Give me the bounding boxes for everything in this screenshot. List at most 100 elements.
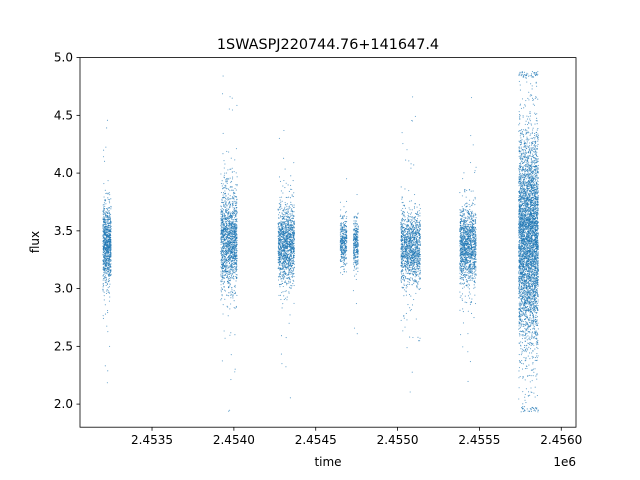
data-point [103, 250, 105, 252]
data-point [228, 271, 231, 273]
data-point [289, 253, 291, 255]
data-point [404, 235, 407, 237]
data-point [355, 260, 358, 262]
data-point [230, 293, 232, 295]
data-point [340, 266, 342, 268]
data-point [345, 238, 347, 240]
data-point [109, 219, 112, 221]
data-point [234, 307, 236, 309]
data-point [287, 261, 290, 263]
data-point [107, 254, 109, 256]
data-point [106, 267, 108, 269]
data-point [223, 257, 225, 259]
data-point [357, 225, 359, 227]
data-point [108, 300, 110, 302]
data-point [339, 240, 341, 243]
data-point [283, 218, 285, 220]
data-point [290, 234, 292, 236]
data-point [409, 307, 411, 309]
data-point [227, 234, 229, 236]
data-point [223, 256, 225, 258]
data-point [345, 263, 347, 265]
data-point [354, 227, 356, 229]
data-point [289, 207, 291, 209]
data-point [279, 180, 282, 182]
data-point [105, 219, 107, 221]
data-point [288, 286, 291, 288]
data-point [415, 270, 417, 272]
data-point [105, 211, 107, 213]
data-point [288, 292, 290, 294]
data-point [283, 273, 285, 275]
data-point [231, 171, 233, 173]
data-point [104, 213, 106, 215]
data-point [228, 251, 230, 253]
data-point [107, 221, 109, 223]
data-point [221, 257, 223, 259]
data-point [289, 254, 291, 256]
data-point [280, 299, 282, 301]
data-point [292, 249, 294, 251]
data-point [225, 179, 227, 181]
data-point [279, 273, 281, 276]
data-point [288, 291, 290, 293]
data-point [289, 270, 291, 272]
data-point [103, 231, 105, 233]
data-point [105, 242, 107, 244]
data-point [283, 237, 285, 240]
data-point [107, 259, 109, 261]
data-point [107, 258, 109, 260]
data-point [230, 240, 232, 242]
data-point [222, 183, 224, 185]
data-point [291, 222, 293, 224]
data-point [226, 245, 228, 247]
data-point [107, 193, 109, 195]
data-point [291, 205, 294, 207]
data-point [286, 267, 288, 269]
data-point [344, 252, 346, 254]
data-point [108, 230, 110, 232]
data-point [224, 163, 226, 165]
data-point [231, 97, 233, 99]
data-point [357, 236, 359, 239]
data-point [289, 244, 291, 246]
data-point [407, 281, 409, 283]
data-point [286, 246, 288, 248]
data-point [104, 205, 106, 207]
data-point [235, 276, 237, 278]
data-point [221, 360, 223, 362]
data-point [228, 277, 230, 279]
data-point [233, 293, 235, 295]
data-point [110, 198, 112, 200]
data-point [345, 248, 347, 250]
data-point [110, 263, 112, 265]
data-point [288, 280, 290, 282]
data-point [228, 282, 230, 284]
data-point [105, 228, 107, 230]
data-point [283, 229, 285, 231]
data-point [232, 178, 234, 180]
data-point [104, 216, 106, 218]
data-point [224, 197, 226, 199]
data-point [284, 202, 286, 204]
data-point [235, 234, 237, 236]
data-point [233, 240, 235, 242]
data-point [223, 265, 225, 267]
data-point [230, 332, 232, 334]
data-point [231, 198, 233, 200]
data-point [220, 252, 222, 255]
data-point [224, 200, 226, 202]
data-point [104, 229, 106, 231]
data-point [340, 249, 342, 251]
data-point [105, 252, 107, 254]
data-point [108, 200, 110, 202]
data-point [228, 295, 230, 297]
data-point [226, 246, 229, 248]
data-point [227, 211, 230, 213]
data-point [291, 213, 293, 215]
data-point [105, 215, 107, 217]
data-point [355, 256, 357, 259]
data-point [287, 240, 289, 242]
data-point [234, 225, 236, 227]
data-point [284, 264, 286, 266]
